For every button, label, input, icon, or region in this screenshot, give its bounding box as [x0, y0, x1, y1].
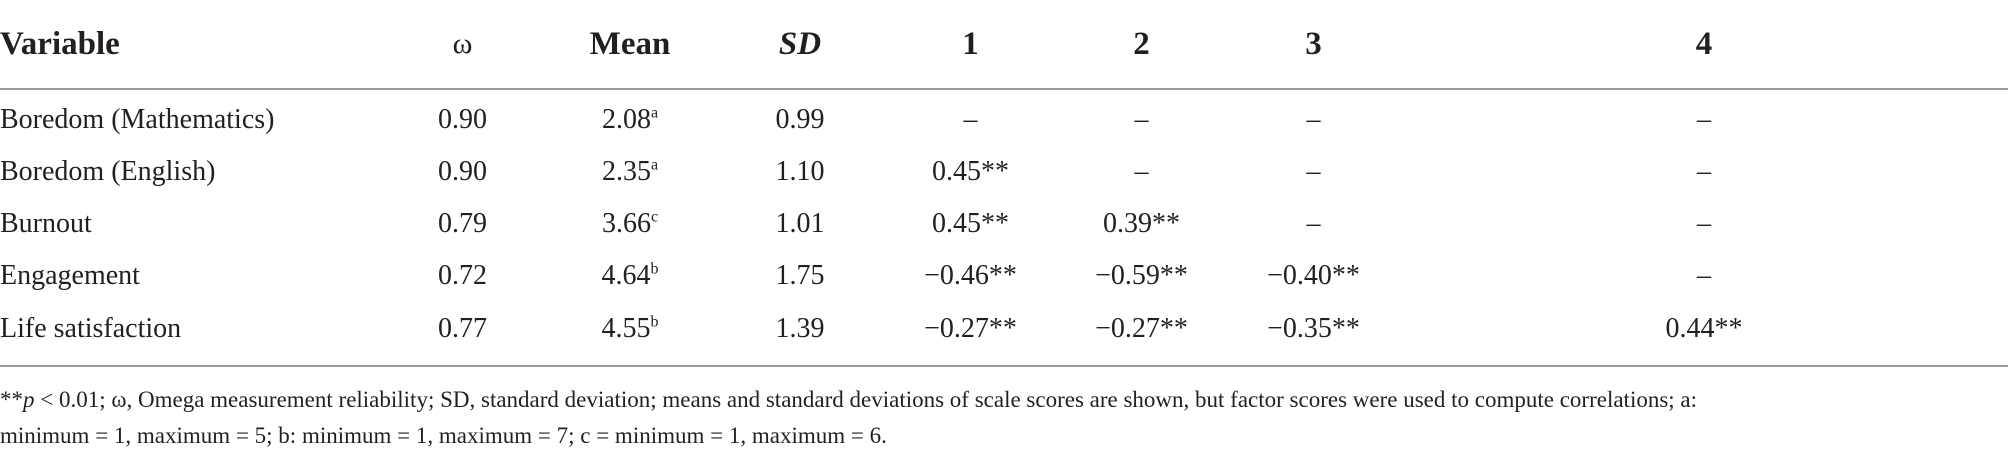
cell-corr-2: −0.27** [1095, 313, 1188, 344]
cell-sd: 1.10 [775, 156, 825, 187]
cell-corr-3: – [1306, 156, 1321, 187]
mean-superscript: c [650, 208, 659, 226]
cell-mean: 2.08a [545, 89, 715, 146]
mean-value: 4.55 [601, 313, 651, 344]
cell-sd: 0.99 [775, 104, 825, 135]
header-omega: ω [380, 0, 545, 90]
cell-omega: 0.79 [438, 208, 487, 239]
cell-sd: 1.01 [775, 208, 825, 239]
footnote-line-2: minimum = 1, maximum = 5; b: minimum = 1… [0, 423, 887, 448]
cell-sd: 1.39 [775, 313, 825, 344]
footnote-p-symbol: p [23, 387, 35, 412]
cell-corr-4: 0.44** [1665, 313, 1743, 344]
cell-sd: 1.75 [775, 260, 825, 291]
cell-mean: 4.64b [545, 250, 715, 302]
cell-corr-1: 0.45** [932, 208, 1009, 239]
cell-corr-1: 0.45** [932, 156, 1009, 187]
cell-corr-3: −0.35** [1267, 313, 1360, 344]
table-header-row: Variable ω Mean SD 1 2 3 4 [0, 0, 2008, 90]
cell-corr-4: – [1697, 208, 1711, 239]
cell-omega: 0.72 [438, 260, 487, 291]
cell-corr-4: – [1697, 104, 1711, 135]
cell-mean: 4.55b [545, 302, 715, 360]
table-row: Life satisfaction 0.77 4.55b 1.39 −0.27*… [0, 302, 2008, 360]
mean-value: 4.64 [601, 260, 651, 291]
cell-variable: Engagement [0, 260, 140, 291]
cell-variable: Burnout [0, 208, 92, 239]
header-sd: SD [715, 0, 885, 90]
cell-corr-4: – [1697, 260, 1711, 291]
footnote-text-1: < 0.01; ω, Omega measurement reliability… [34, 387, 1698, 412]
cell-corr-2: – [1134, 156, 1149, 187]
cell-mean: 2.35a [545, 146, 715, 198]
mean-superscript: a [650, 104, 659, 122]
mean-superscript: b [650, 260, 659, 278]
header-col-1: 1 [885, 0, 1056, 90]
mean-value: 3.66 [601, 208, 651, 239]
descriptive-statistics-table: Variable ω Mean SD 1 2 3 4 Boredom (Math… [0, 0, 2008, 360]
table-row: Burnout 0.79 3.66c 1.01 0.45** 0.39** – … [0, 198, 2008, 250]
mean-superscript: a [650, 156, 659, 174]
cell-variable: Boredom (English) [0, 156, 216, 187]
header-col-4: 4 [1400, 0, 2008, 90]
cell-corr-3: −0.40** [1267, 260, 1360, 291]
cell-corr-3: – [1306, 104, 1321, 135]
table-footnote: **p < 0.01; ω, Omega measurement reliabi… [0, 382, 2000, 454]
table-row: Engagement 0.72 4.64b 1.75 −0.46** −0.59… [0, 250, 2008, 302]
cell-variable: Boredom (Mathematics) [0, 104, 275, 135]
table-row: Boredom (English) 0.90 2.35a 1.10 0.45**… [0, 146, 2008, 198]
header-mean: Mean [545, 0, 715, 90]
correlation-table-container: Variable ω Mean SD 1 2 3 4 Boredom (Math… [0, 0, 2008, 360]
cell-corr-2: −0.59** [1095, 260, 1188, 291]
cell-corr-4: – [1697, 156, 1711, 187]
header-col-2: 2 [1056, 0, 1227, 90]
cell-corr-1: – [963, 104, 978, 135]
cell-omega: 0.77 [438, 313, 487, 344]
cell-omega: 0.90 [438, 156, 487, 187]
cell-corr-2: 0.39** [1103, 208, 1180, 239]
table-bottom-rule [0, 365, 2008, 367]
table-row: Boredom (Mathematics) 0.90 2.08a 0.99 – … [0, 89, 2008, 146]
cell-corr-1: −0.46** [924, 260, 1017, 291]
cell-corr-2: – [1134, 104, 1149, 135]
mean-value: 2.08 [601, 104, 651, 135]
cell-corr-3: – [1306, 208, 1321, 239]
mean-value: 2.35 [601, 156, 651, 187]
cell-variable: Life satisfaction [0, 313, 182, 344]
cell-omega: 0.90 [438, 104, 487, 135]
footnote-line-1: **p < 0.01; ω, Omega measurement reliabi… [0, 382, 2000, 418]
header-variable: Variable [0, 0, 380, 90]
cell-mean: 3.66c [545, 198, 715, 250]
header-col-3: 3 [1227, 0, 1400, 90]
mean-superscript: b [650, 313, 659, 331]
cell-corr-1: −0.27** [924, 313, 1017, 344]
footnote-stars: ** [0, 387, 23, 412]
